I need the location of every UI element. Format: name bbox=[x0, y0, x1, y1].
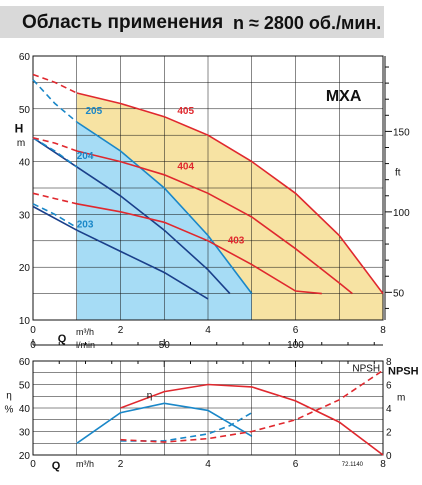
npsh-axis-label: NPSH bbox=[388, 365, 419, 377]
y-tick-label: 30 bbox=[19, 210, 31, 221]
bottom-y-tick-label: 30 bbox=[19, 428, 31, 439]
plot-frame bbox=[32, 55, 384, 321]
bottom-x-tick-label: 8 bbox=[380, 459, 386, 470]
x-axis-unit-m3h: m³/h bbox=[76, 327, 94, 337]
eta-curve-label: η bbox=[147, 391, 153, 402]
y-tick-label: 10 bbox=[19, 316, 31, 327]
footnote-code: 72.1140 bbox=[342, 462, 364, 468]
bottom-y-axis-unit: % bbox=[5, 404, 14, 415]
curve-dashed-5 bbox=[32, 137, 78, 168]
x-axis-label: Q bbox=[58, 333, 67, 345]
x-tick-label: 6 bbox=[293, 325, 299, 336]
npsh-inner-label: NPSH bbox=[352, 364, 380, 375]
y-axis-label: H bbox=[15, 122, 24, 136]
bottom-x-tick-label: 4 bbox=[205, 459, 211, 470]
curve-dashed-9 bbox=[32, 73, 78, 94]
npsh-tick-label: 2 bbox=[386, 428, 392, 439]
header-bar: Область применения n ≈ 2800 об./мин. bbox=[0, 6, 384, 38]
lmin-tick-label: 100 bbox=[287, 340, 304, 351]
lmin-tick-label: 50 bbox=[159, 340, 171, 351]
plot-frame-bottom bbox=[32, 360, 384, 456]
ft-tick-label: 50 bbox=[393, 288, 405, 299]
npsh-tick-label: 0 bbox=[386, 451, 392, 462]
bottom-curve-2 bbox=[120, 412, 253, 442]
ft-tick-label: 150 bbox=[393, 127, 410, 138]
curve-dashed-4 bbox=[32, 203, 78, 229]
y-axis-unit: m bbox=[17, 138, 25, 149]
curve-205 bbox=[76, 121, 253, 295]
bottom-x-axis-label: Q bbox=[52, 460, 61, 472]
curve-label-205: 205 bbox=[86, 106, 103, 117]
curve-dashed-3 bbox=[32, 79, 78, 123]
y-tick-label: 40 bbox=[19, 158, 31, 169]
x-tick-label: 0 bbox=[30, 325, 36, 336]
lmin-tick-label: 0 bbox=[30, 340, 36, 351]
npsh-tick-label: 8 bbox=[386, 357, 392, 368]
x-tick-label: 4 bbox=[205, 325, 211, 336]
bottom-curve-3 bbox=[120, 369, 384, 443]
bottom-x-tick-label: 2 bbox=[118, 459, 124, 470]
bottom-x-axis-unit: m³/h bbox=[76, 459, 94, 469]
bottom-y-tick-label: 50 bbox=[19, 381, 31, 392]
curve-dashed-10 bbox=[32, 137, 78, 152]
curve-403 bbox=[76, 203, 322, 295]
bottom-y-tick-label: 60 bbox=[19, 357, 31, 368]
bottom-curve-1 bbox=[120, 383, 384, 456]
npsh-tick-label: 6 bbox=[386, 381, 392, 392]
npsh-axis-unit: m bbox=[397, 392, 405, 403]
curve-label-405: 405 bbox=[177, 106, 194, 117]
x-tick-label: 2 bbox=[118, 325, 124, 336]
bottom-x-tick-label: 0 bbox=[30, 459, 36, 470]
curve-203 bbox=[32, 205, 209, 300]
curve-label-404: 404 bbox=[177, 162, 194, 173]
ft-tick-label: 100 bbox=[393, 208, 410, 219]
speed-label: n ≈ 2800 об./мин. bbox=[233, 13, 382, 33]
x-tick-label: 8 bbox=[380, 325, 386, 336]
bottom-y-axis-label: η bbox=[6, 391, 12, 402]
y-tick-label: 60 bbox=[19, 52, 31, 63]
page-title: Область применения bbox=[22, 12, 224, 33]
chart-title: MXA bbox=[326, 88, 362, 105]
curve-label-403: 403 bbox=[228, 235, 245, 246]
y-tick-label: 50 bbox=[19, 105, 31, 116]
curve-label-203: 203 bbox=[77, 220, 94, 231]
curve-404 bbox=[76, 150, 353, 295]
bottom-y-tick-label: 40 bbox=[19, 404, 31, 415]
curve-label-204: 204 bbox=[77, 151, 94, 162]
bottom-x-tick-label: 6 bbox=[293, 459, 299, 470]
y-tick-label: 20 bbox=[19, 263, 31, 274]
npsh-tick-label: 4 bbox=[386, 404, 392, 415]
ft-axis-label: ft bbox=[395, 168, 401, 179]
bottom-y-tick-label: 20 bbox=[19, 451, 31, 462]
curve-dashed-11 bbox=[32, 192, 77, 205]
curve-405 bbox=[76, 92, 384, 295]
bottom-curve-0 bbox=[76, 402, 253, 444]
